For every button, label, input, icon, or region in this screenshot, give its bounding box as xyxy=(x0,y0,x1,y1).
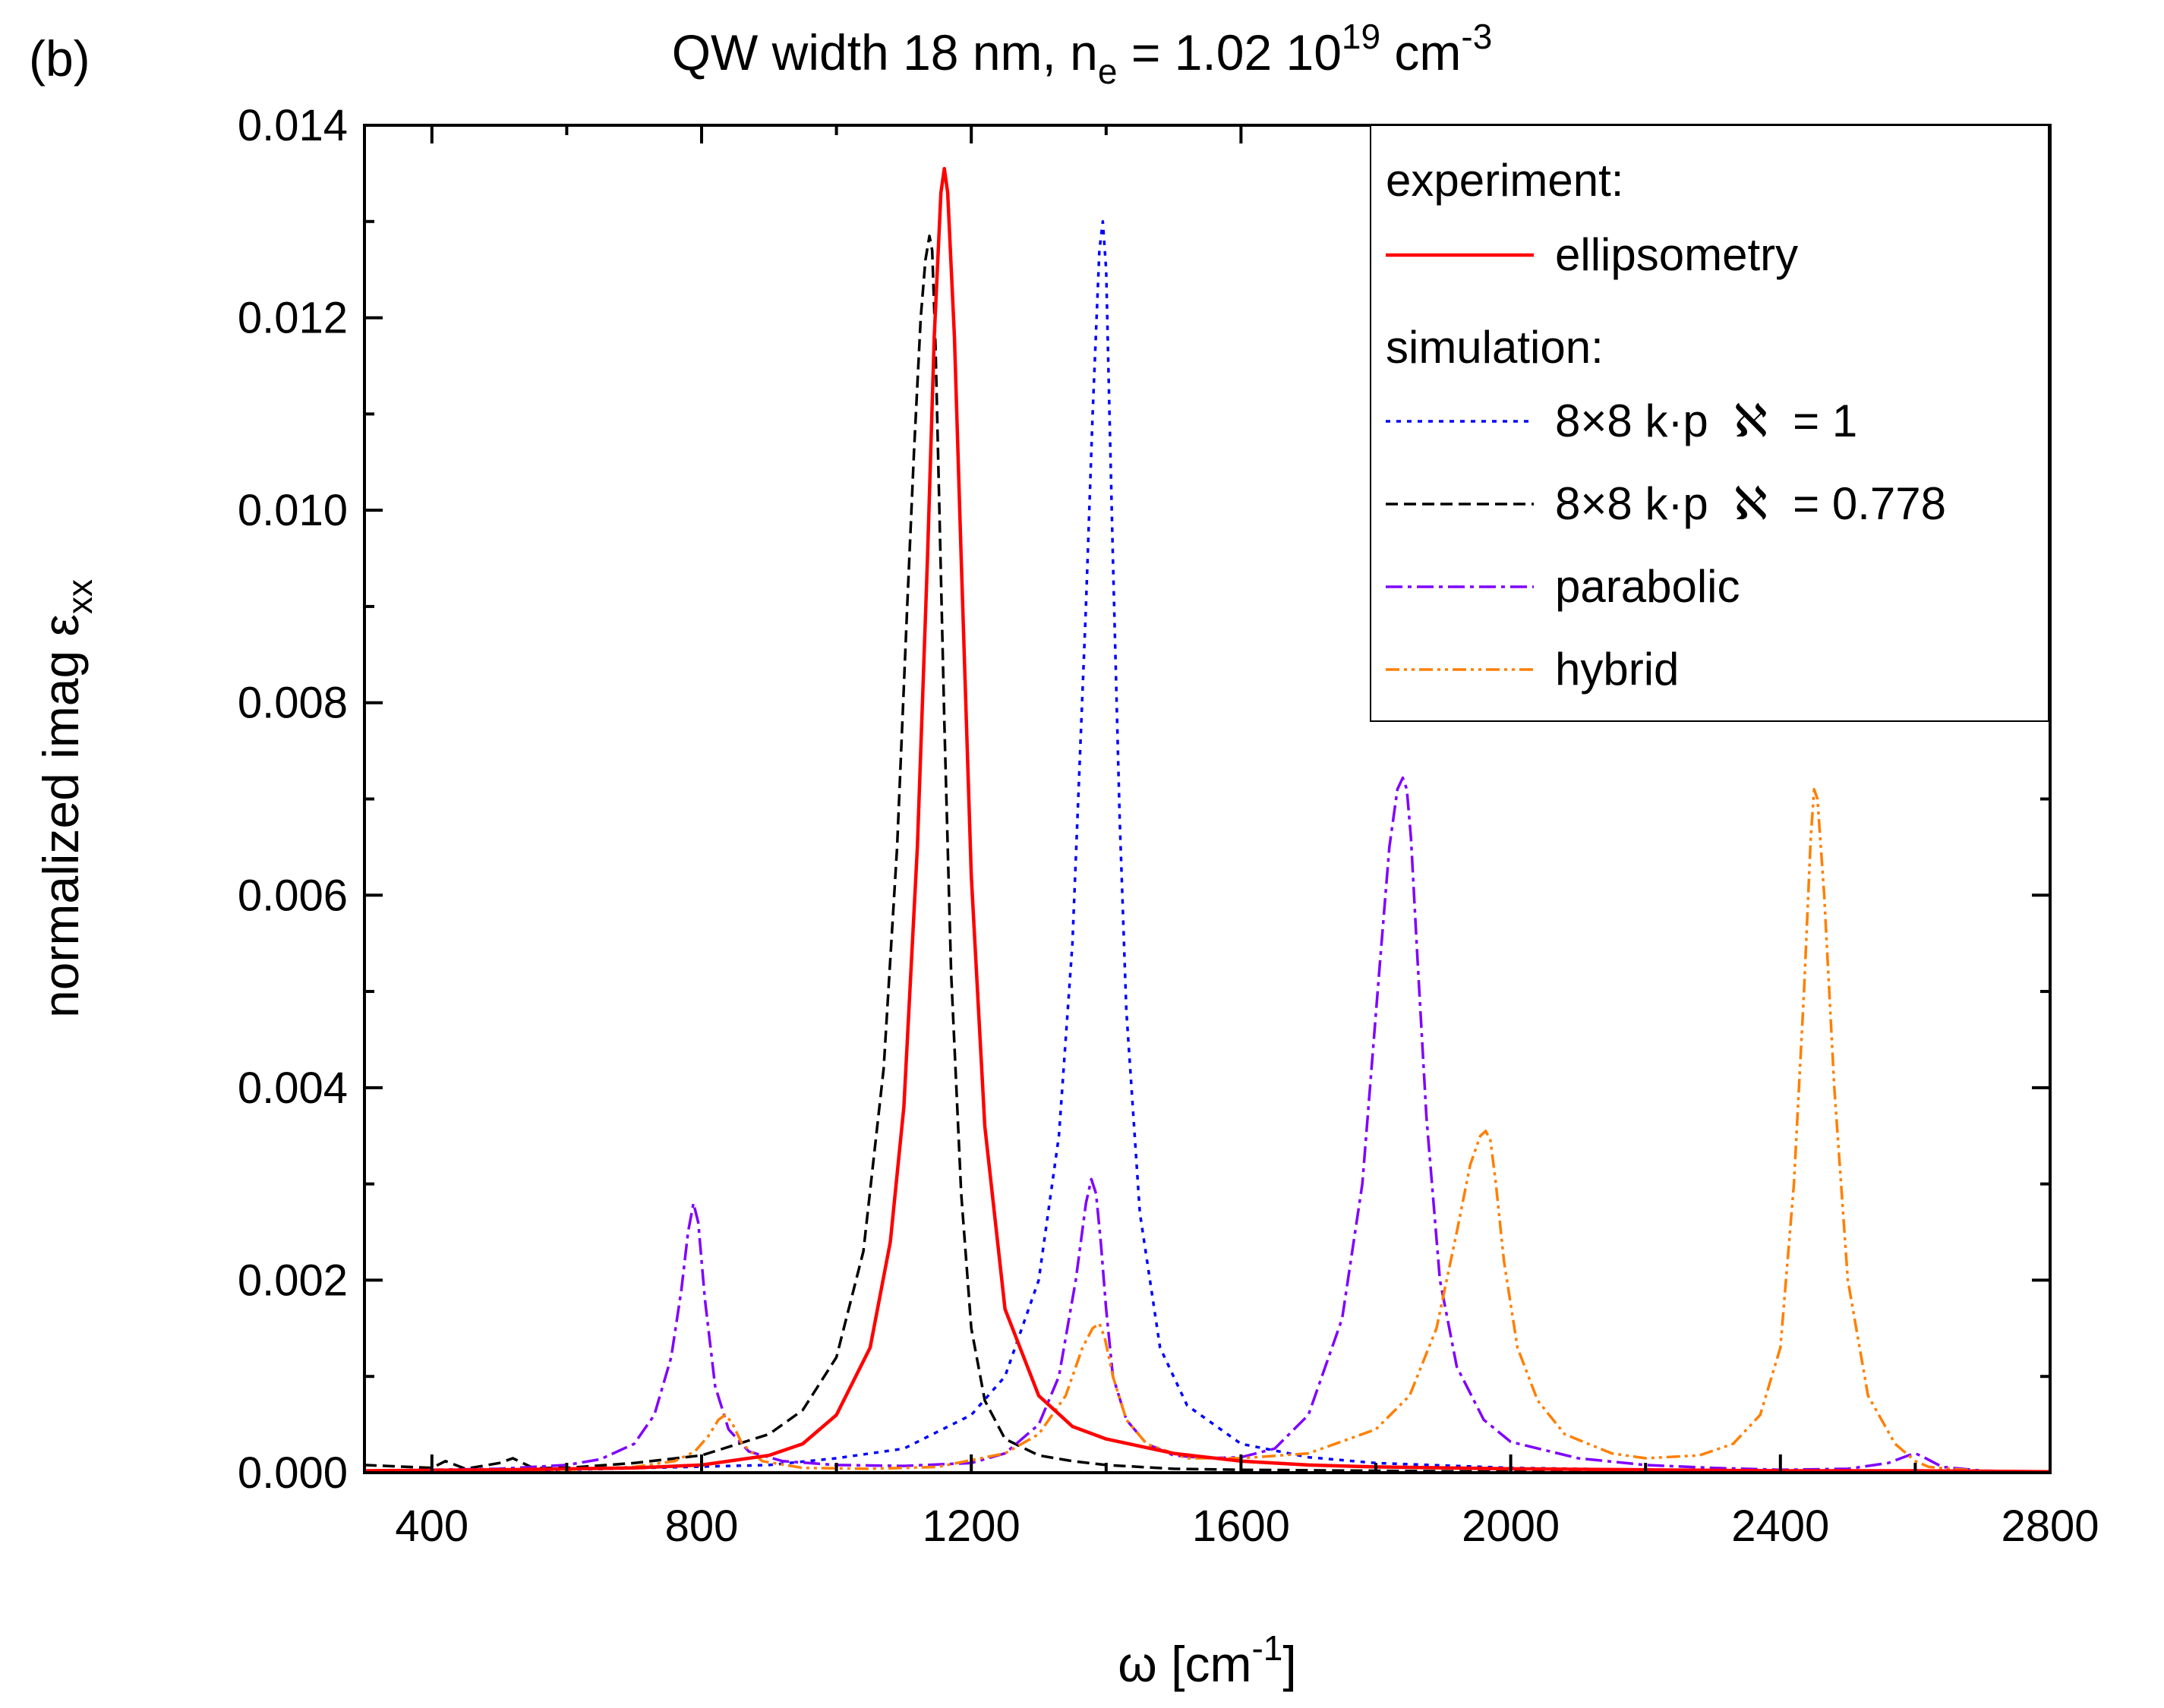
title-sub: e xyxy=(1098,52,1118,91)
legend-label-ellipsometry: ellipsometry xyxy=(1555,229,1798,280)
title-sup2: -3 xyxy=(1461,17,1492,56)
panel-label: (b) xyxy=(29,30,90,87)
series-kp0778 xyxy=(364,235,2050,1473)
y-axis-title: normalized imag εxx xyxy=(33,579,99,1018)
legend-label-kp0778: 8×8 k·p ℵ = 0.778 xyxy=(1555,478,1946,529)
x-tick-label: 2000 xyxy=(1462,1502,1560,1551)
chart-title: QW width 18 nm, ne = 1.02 1019 cm-3 xyxy=(672,17,1493,91)
x-axis-title-sup: -1 xyxy=(1251,1628,1282,1668)
x-tick-label: 2800 xyxy=(2001,1502,2099,1551)
x-axis-title-end: ] xyxy=(1282,1636,1296,1692)
series-hybrid xyxy=(364,788,2050,1473)
legend-box xyxy=(1370,124,2049,722)
legend: experiment: ellipsometry simulation: 8×8… xyxy=(1370,124,2049,722)
y-axis-title-sub: xx xyxy=(60,579,99,614)
y-tick-label: 0.000 xyxy=(238,1448,348,1498)
y-tick-label: 0.014 xyxy=(238,101,348,150)
y-tick-label: 0.004 xyxy=(238,1064,348,1113)
series-layer xyxy=(364,166,2050,1473)
x-axis-title-main: ω [cm xyxy=(1118,1636,1251,1692)
legend-header-experiment: experiment: xyxy=(1386,155,1623,206)
y-tick-label: 0.012 xyxy=(238,294,348,343)
legend-label-parabolic: parabolic xyxy=(1555,561,1740,612)
legend-label-kp1: 8×8 k·p ℵ = 1 xyxy=(1555,395,1857,446)
y-axis: 0.000 0.002 0.004 0.006 0.008 0.010 0.012 0.014 xyxy=(238,101,2050,1498)
y-tick-label: 0.008 xyxy=(238,679,348,728)
y-axis-title-main: normalized imag ε xyxy=(33,614,89,1018)
y-tick-label: 0.002 xyxy=(238,1256,348,1305)
x-tick-label: 1200 xyxy=(923,1502,1020,1551)
series-ellipsometry xyxy=(364,166,2050,1473)
y-tick-label: 0.006 xyxy=(238,871,348,920)
legend-label-hybrid: hybrid xyxy=(1555,644,1679,695)
title-mid: = 1.02 10 xyxy=(1117,24,1341,80)
legend-header-simulation: simulation: xyxy=(1386,322,1604,373)
title-suffix: cm xyxy=(1380,24,1461,80)
x-tick-label: 1600 xyxy=(1192,1502,1290,1551)
title-sup: 19 xyxy=(1342,17,1380,56)
x-tick-label: 400 xyxy=(395,1502,468,1551)
x-axis-title: ω [cm-1] xyxy=(1118,1628,1296,1692)
x-tick-label: 800 xyxy=(665,1502,739,1551)
title-prefix: QW width 18 nm, n xyxy=(672,24,1098,80)
x-axis: 400 800 1200 1600 2000 2400 2800 xyxy=(395,125,2099,1551)
x-tick-label: 2400 xyxy=(1731,1502,1829,1551)
y-tick-label: 0.010 xyxy=(238,486,348,535)
